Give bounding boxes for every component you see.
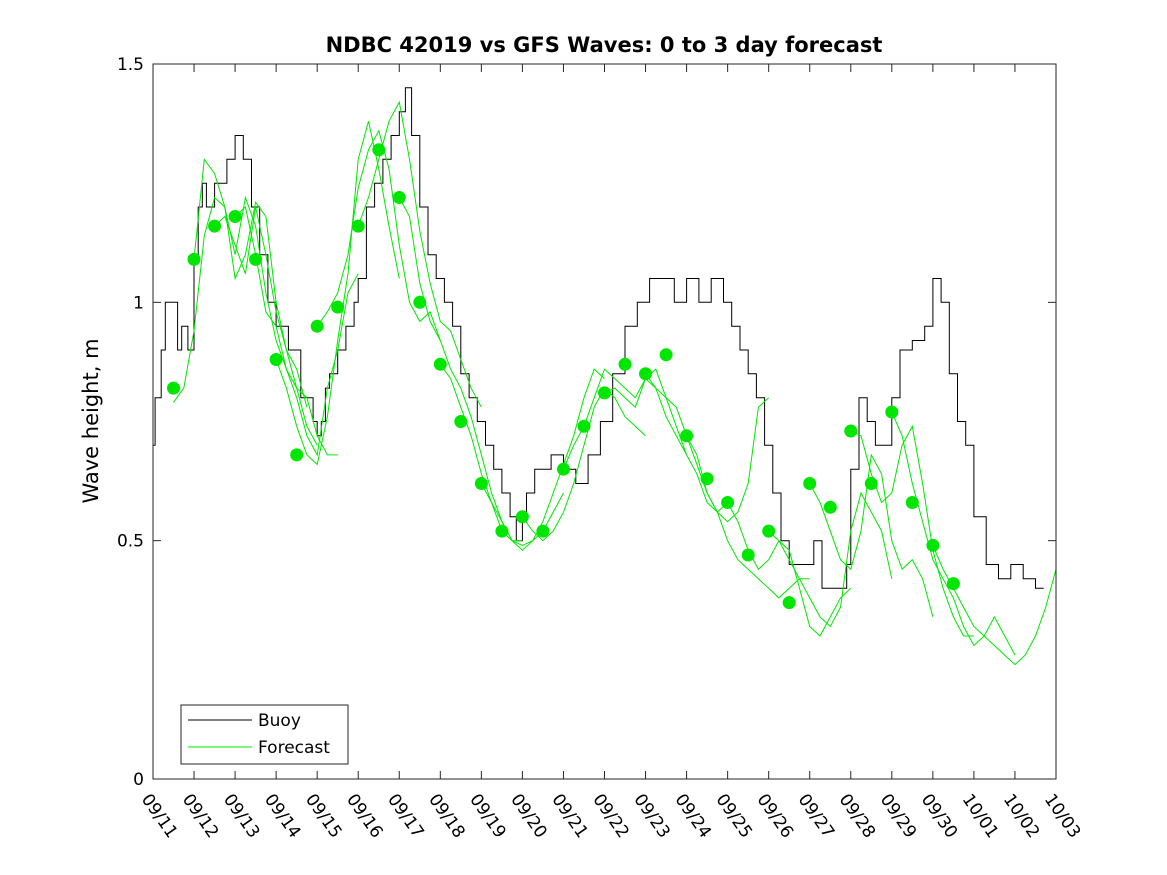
- forecast-marker-27: [700, 472, 714, 486]
- forecast-marker-33: [823, 500, 837, 514]
- forecast-marker-26: [680, 429, 694, 443]
- forecast-marker-36: [885, 405, 899, 419]
- forecast-marker-7: [290, 448, 304, 462]
- chart-title: NDBC 42019 vs GFS Waves: 0 to 3 day fore…: [326, 33, 883, 57]
- y-tick-label: 0: [133, 770, 144, 790]
- forecast-marker-17: [495, 524, 509, 538]
- forecast-marker-21: [577, 419, 591, 433]
- forecast-marker-38: [926, 538, 940, 552]
- plot-area: [152, 63, 1057, 780]
- forecast-marker-13: [413, 295, 427, 309]
- forecast-marker-31: [782, 596, 796, 610]
- legend-buoy-label: Buoy: [258, 711, 301, 731]
- forecast-marker-14: [433, 357, 447, 371]
- forecast-line-3: [214, 206, 338, 456]
- y-tick-label: 0.5: [117, 532, 144, 552]
- forecast-marker-39: [946, 577, 960, 591]
- forecast-line-6: [316, 129, 441, 341]
- forecast-marker-34: [844, 424, 858, 438]
- forecast-marker-37: [905, 496, 919, 509]
- forecast-marker-20: [557, 462, 570, 476]
- y-tick-label: 1: [133, 293, 144, 313]
- legend-forecast-label: Forecast: [258, 738, 330, 758]
- forecast-line-20: [891, 411, 1016, 656]
- forecast-marker-19: [536, 524, 550, 538]
- forecast-marker-5: [249, 252, 263, 266]
- forecast-line-17: [768, 491, 893, 628]
- forecast-marker-8: [310, 319, 324, 333]
- forecast-marker-4: [228, 210, 242, 223]
- forecast-marker-35: [864, 477, 878, 490]
- forecast-marker-9: [331, 300, 345, 314]
- forecast-marker-32: [803, 477, 817, 490]
- y-axis-label: Wave height, m: [79, 338, 103, 503]
- forecast-marker-2: [187, 252, 201, 266]
- forecast-line-18: [809, 453, 934, 618]
- forecast-line-7: [357, 100, 482, 408]
- legend: Buoy Forecast: [180, 704, 349, 765]
- forecast-marker-10: [351, 219, 365, 233]
- forecast-marker-30: [762, 524, 776, 538]
- forecast-line-19: [850, 424, 974, 637]
- forecast-marker-24: [639, 367, 652, 381]
- forecast-marker-3: [208, 219, 222, 233]
- forecast-marker-29: [741, 548, 755, 562]
- legend-box: [180, 704, 349, 765]
- forecast-marker-6: [269, 353, 283, 366]
- forecast-marker-15: [454, 415, 468, 428]
- forecast-marker-1: [167, 381, 180, 395]
- forecast-marker-25: [659, 348, 673, 362]
- marker-layer: [167, 143, 960, 610]
- forecast-line-5: [275, 121, 400, 466]
- forecast-marker-28: [721, 496, 735, 509]
- forecast-marker-18: [515, 510, 529, 524]
- forecast-marker-11: [372, 143, 386, 157]
- forecast-line-15: [686, 435, 810, 599]
- forecast-marker-12: [392, 191, 406, 204]
- forecast-marker-16: [474, 477, 488, 490]
- forecast-marker-23: [618, 357, 632, 371]
- y-tick-label: 1.5: [117, 55, 144, 75]
- forecast-marker-22: [598, 386, 611, 400]
- forecast-line-11: [521, 387, 646, 542]
